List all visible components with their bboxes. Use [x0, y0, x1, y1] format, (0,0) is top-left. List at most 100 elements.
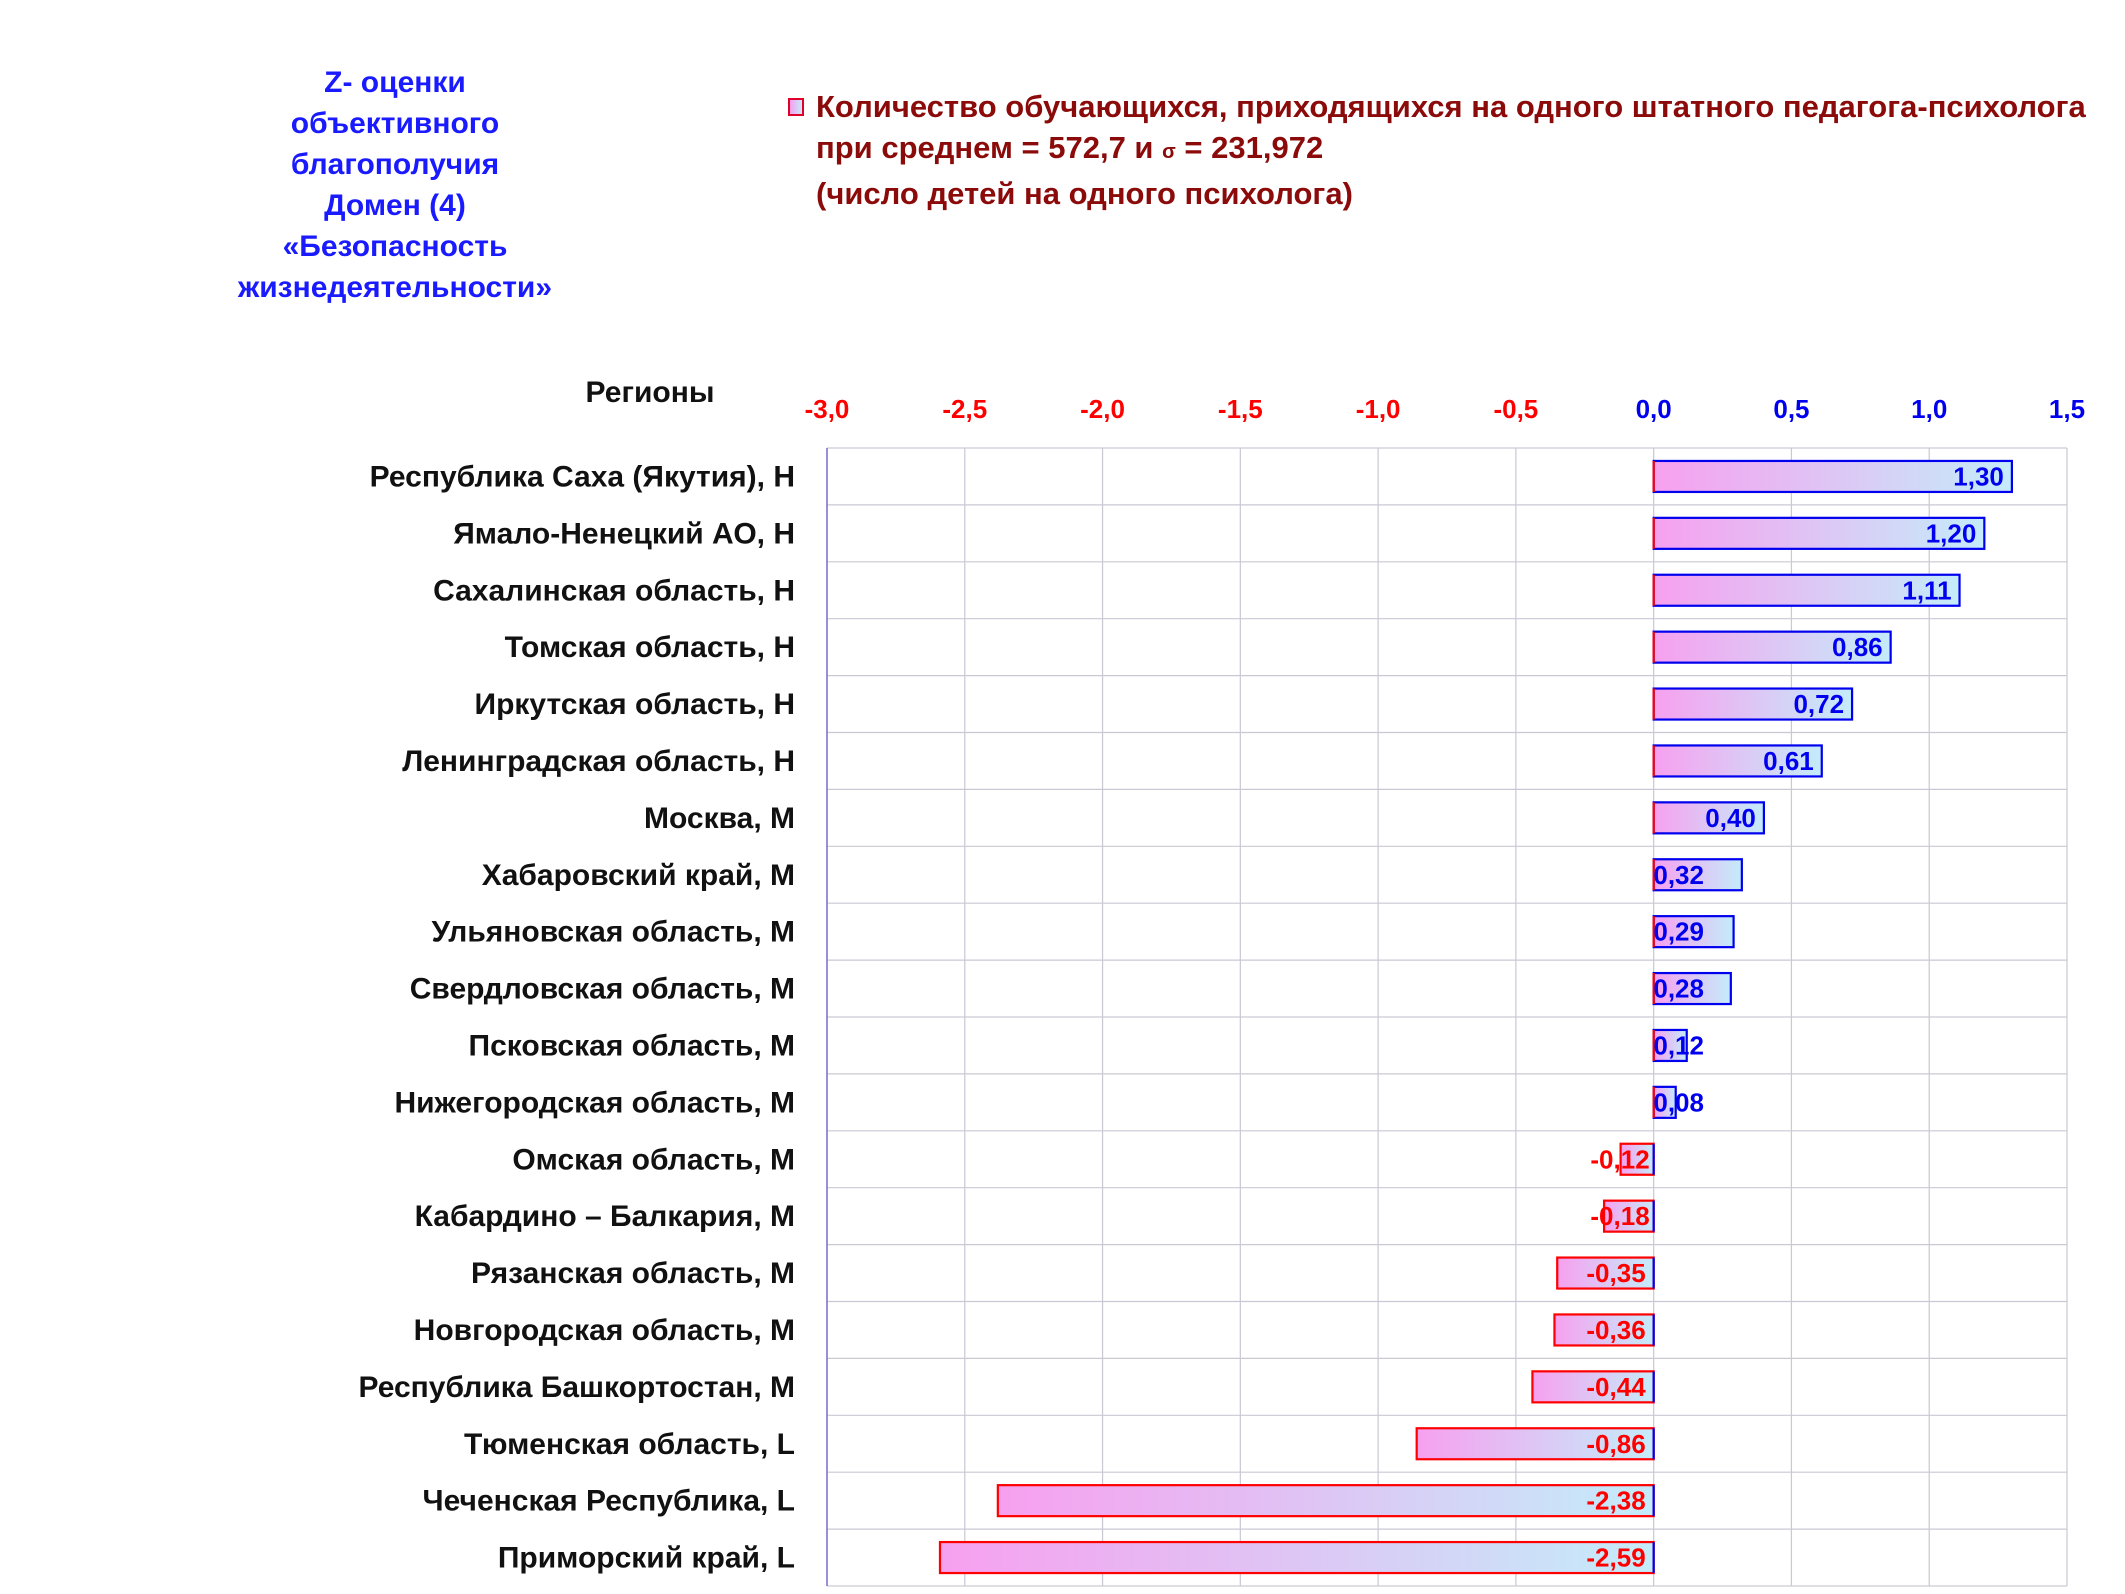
- bar-fill: [1416, 1428, 1654, 1460]
- bar: [1531, 1370, 1655, 1404]
- bar: [1652, 971, 1732, 1006]
- bar: [1415, 1427, 1655, 1461]
- bar: [1556, 1256, 1655, 1290]
- bar: [1652, 516, 1986, 550]
- chart-side-title: Z- оценки объективного благополучия Доме…: [210, 62, 580, 308]
- side-title-line: благополучия: [290, 148, 500, 181]
- value-label: 1,20: [1926, 518, 1977, 548]
- x-tick-label: -3,0: [805, 394, 850, 424]
- x-tick-label: -2,5: [942, 394, 987, 424]
- category-label: Республика Саха (Якутия), Н: [370, 460, 795, 493]
- side-title-line: жизнедеятельности»: [237, 271, 553, 304]
- side-title-line: Z- оценки: [324, 66, 466, 99]
- bar-fill: [1653, 916, 1734, 948]
- value-label: -0,86: [1586, 1429, 1645, 1459]
- value-label: -0,44: [1586, 1372, 1646, 1402]
- bar: [1652, 915, 1735, 949]
- value-label: 0,12: [1653, 1030, 1704, 1060]
- bar-fill: [997, 1485, 1654, 1517]
- bar-fill: [1653, 973, 1731, 1005]
- bar-fill: [939, 1542, 1654, 1574]
- bar-fill: [1653, 1029, 1687, 1061]
- bar-fill: [1653, 802, 1764, 834]
- category-label: Тюменская область, L: [464, 1428, 795, 1461]
- bar-fill: [1554, 1314, 1654, 1346]
- bar-fill: [1604, 1200, 1654, 1232]
- category-label: Приморский край, L: [498, 1542, 795, 1575]
- value-label: -2,59: [1586, 1543, 1645, 1573]
- chart-legend: Количество обучающихся, приходящихся на …: [788, 86, 2086, 214]
- side-title-line: «Безопасность: [282, 230, 508, 263]
- category-label: Рязанская область, М: [471, 1257, 795, 1290]
- value-label: 0,08: [1653, 1087, 1704, 1117]
- legend-line-1: Количество обучающихся, приходящихся на …: [816, 89, 2086, 124]
- bar: [1553, 1313, 1655, 1347]
- bar-fill: [1653, 859, 1742, 891]
- bar: [1652, 459, 2013, 494]
- value-label: -0,12: [1590, 1144, 1649, 1174]
- category-label: Сахалинская область, Н: [433, 574, 795, 607]
- category-label: Томская область, Н: [505, 631, 795, 664]
- legend-line-2: при среднем = 572,7 и σ = 231,972: [816, 127, 2086, 173]
- x-tick-label: -0,5: [1493, 394, 1538, 424]
- value-label: -0,35: [1586, 1258, 1645, 1288]
- value-label: -2,38: [1586, 1486, 1645, 1516]
- bar-fill: [1653, 1086, 1676, 1118]
- category-label: Новгородская область, М: [414, 1314, 795, 1347]
- bar: [1652, 744, 1823, 778]
- category-label: Республика Башкортостан, М: [358, 1371, 795, 1404]
- x-tick-label: 1,0: [1911, 394, 1947, 424]
- bar: [1652, 687, 1854, 721]
- x-tick-label: 1,5: [2049, 394, 2085, 424]
- legend-line-2-suffix: = 231,972: [1175, 130, 1324, 165]
- side-title-line: объективного: [290, 107, 500, 140]
- bar: [1619, 1142, 1655, 1176]
- bar-fill: [1653, 517, 1985, 549]
- chart-grid: [826, 447, 2068, 1587]
- category-label: Ульяновская область, М: [432, 916, 795, 949]
- y-axis-categories: Республика Саха (Якутия), Н Ямало-Ненецки…: [358, 460, 795, 1574]
- x-axis-ticks: -3,0 -2,5 -2,0 -1,5 -1,0 -0,5 0,0 0,5 1,0 1,5: [805, 394, 2085, 424]
- bar: [1652, 801, 1765, 835]
- value-label: 0,32: [1653, 860, 1704, 890]
- bars: [938, 459, 2013, 1575]
- x-tick-label: 0,5: [1773, 394, 1809, 424]
- bar-fill: [1532, 1371, 1654, 1403]
- x-tick-label: 0,0: [1636, 394, 1672, 424]
- value-label: -0,18: [1590, 1201, 1649, 1231]
- bar: [1652, 858, 1743, 892]
- category-label: Ленинградская область, Н: [402, 745, 795, 778]
- category-label: Хабаровский край, М: [482, 859, 795, 892]
- value-label: 1,30: [1953, 461, 2004, 491]
- category-label: Иркутская область, Н: [475, 688, 795, 721]
- legend-line-3: (число детей на одного психолога): [816, 176, 1353, 211]
- bar: [1652, 573, 1961, 607]
- value-label: 0,29: [1653, 917, 1704, 947]
- bar-fill: [1653, 631, 1891, 663]
- bar: [1602, 1199, 1655, 1233]
- category-label: Москва, М: [644, 802, 795, 835]
- bar-fill: [1620, 1143, 1654, 1175]
- value-label: -0,36: [1586, 1315, 1645, 1345]
- category-label: Свердловская область, М: [410, 973, 795, 1006]
- value-label: 1,11: [1902, 575, 1951, 605]
- bar: [938, 1540, 1655, 1575]
- x-tick-label: -1,0: [1356, 394, 1401, 424]
- bar: [1652, 1085, 1677, 1119]
- bar-fill: [1653, 688, 1853, 720]
- value-label: 0,28: [1653, 974, 1704, 1004]
- value-label: 0,86: [1832, 632, 1883, 662]
- category-label: Кабардино – Балкария, М: [415, 1200, 795, 1233]
- side-title-line: Домен (4): [324, 189, 466, 222]
- bar-fill: [1653, 574, 1960, 606]
- category-label: Омская область, М: [512, 1143, 795, 1176]
- value-label: 0,61: [1763, 746, 1814, 776]
- legend-sigma: σ: [1162, 141, 1176, 163]
- bar-fill: [1653, 460, 2012, 492]
- value-label: 0,72: [1793, 689, 1844, 719]
- value-labels: 1,30 1,20 1,11 0,86 0,72 0,610,400,32 0,29 0,28…: [1586, 461, 2003, 1572]
- category-label: Псковская область, М: [469, 1029, 795, 1062]
- bar-fill: [1557, 1257, 1654, 1289]
- x-tick-label: -2,0: [1080, 394, 1125, 424]
